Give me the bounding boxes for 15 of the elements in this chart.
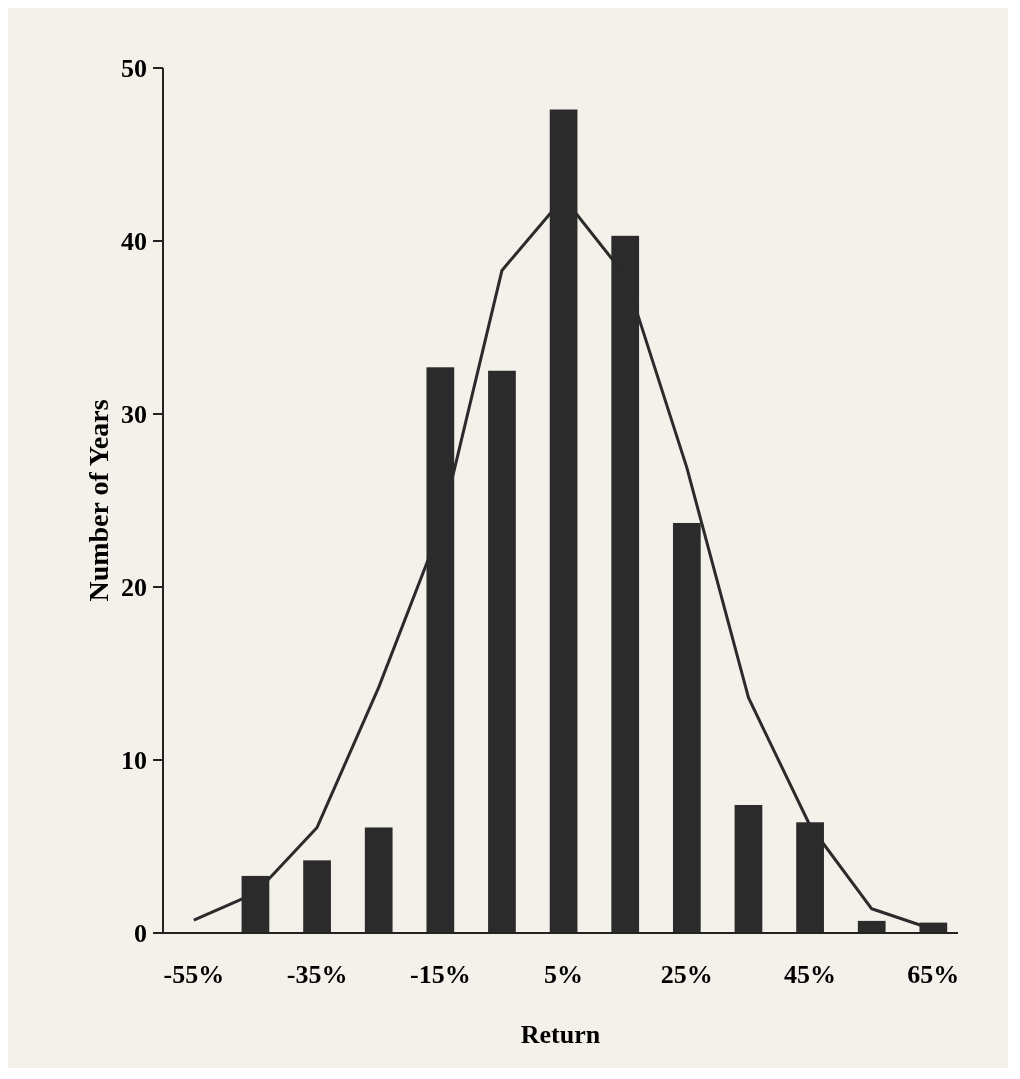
y-tick-label: 10: [121, 746, 147, 776]
x-tick-label: -15%: [409, 960, 471, 989]
y-tick-label: 50: [121, 54, 147, 84]
y-tick-label: 40: [121, 227, 147, 257]
y-tick-label: 20: [121, 573, 147, 603]
x-tick-label: 25%: [660, 960, 713, 989]
y-tick-label: 30: [121, 400, 147, 430]
x-axis-title: Return: [520, 1020, 601, 1049]
x-tick-label: -35%: [286, 960, 348, 989]
x-tick-label: 45%: [784, 960, 837, 989]
y-axis-title: Number of Years: [83, 399, 114, 602]
x-tick-label: 5%: [544, 960, 584, 989]
y-tick-label: 0: [134, 919, 147, 949]
x-tick-label: -55%: [163, 960, 225, 989]
x-tick-label: 65%: [907, 960, 960, 989]
